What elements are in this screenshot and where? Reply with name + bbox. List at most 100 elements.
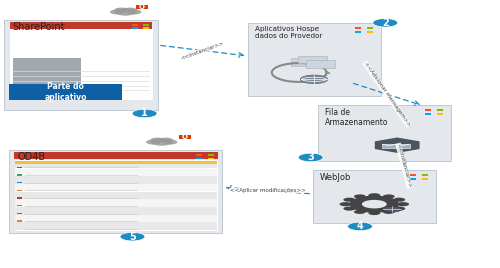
- FancyBboxPatch shape: [15, 215, 216, 222]
- Circle shape: [163, 140, 178, 144]
- Circle shape: [354, 194, 366, 199]
- FancyBboxPatch shape: [290, 58, 320, 66]
- Circle shape: [383, 210, 394, 214]
- Ellipse shape: [300, 75, 328, 84]
- Circle shape: [397, 202, 409, 206]
- Circle shape: [115, 8, 136, 16]
- Circle shape: [368, 193, 380, 197]
- Text: <<instanciar>>: <<instanciar>>: [396, 143, 412, 188]
- FancyBboxPatch shape: [248, 23, 382, 96]
- Bar: [422, 178, 428, 180]
- Bar: [367, 31, 373, 33]
- Circle shape: [354, 210, 366, 214]
- Bar: [18, 174, 22, 176]
- Circle shape: [362, 200, 386, 209]
- Bar: [18, 182, 22, 183]
- Bar: [196, 154, 202, 156]
- FancyBboxPatch shape: [298, 55, 328, 64]
- FancyBboxPatch shape: [10, 84, 122, 100]
- Bar: [18, 205, 22, 206]
- Text: <<instanciar>>: <<instanciar>>: [180, 40, 225, 61]
- Circle shape: [368, 211, 380, 215]
- FancyBboxPatch shape: [15, 199, 216, 207]
- FancyBboxPatch shape: [178, 135, 190, 139]
- Circle shape: [110, 10, 124, 14]
- Circle shape: [344, 198, 355, 202]
- FancyBboxPatch shape: [312, 170, 436, 223]
- Bar: [132, 24, 138, 26]
- Circle shape: [394, 207, 405, 211]
- Circle shape: [348, 222, 372, 231]
- Circle shape: [151, 138, 172, 146]
- FancyBboxPatch shape: [306, 60, 335, 68]
- FancyBboxPatch shape: [13, 58, 81, 84]
- FancyBboxPatch shape: [15, 184, 216, 192]
- FancyBboxPatch shape: [4, 20, 158, 110]
- Bar: [422, 174, 428, 176]
- Bar: [436, 113, 442, 115]
- Circle shape: [123, 8, 137, 13]
- Bar: [132, 28, 138, 29]
- Text: <<Aplicar modificações>>: <<Aplicar modificações>>: [230, 188, 306, 193]
- Circle shape: [383, 194, 394, 199]
- FancyBboxPatch shape: [15, 207, 216, 215]
- FancyBboxPatch shape: [15, 192, 216, 199]
- Bar: [18, 220, 22, 222]
- Text: 5: 5: [129, 232, 136, 242]
- FancyBboxPatch shape: [15, 176, 216, 184]
- Bar: [410, 174, 416, 176]
- Circle shape: [146, 140, 160, 144]
- Circle shape: [340, 202, 351, 206]
- Bar: [356, 31, 362, 33]
- Bar: [410, 178, 416, 180]
- Bar: [18, 166, 22, 168]
- Circle shape: [344, 207, 355, 211]
- FancyBboxPatch shape: [10, 26, 152, 100]
- Text: Aplicativos Hospe
dados do Provedor: Aplicativos Hospe dados do Provedor: [255, 26, 322, 39]
- Bar: [18, 213, 22, 214]
- FancyBboxPatch shape: [14, 152, 218, 159]
- Text: O: O: [182, 134, 188, 140]
- Bar: [436, 109, 442, 111]
- FancyBboxPatch shape: [15, 161, 216, 168]
- Text: 3: 3: [308, 152, 314, 162]
- Circle shape: [373, 18, 398, 27]
- Ellipse shape: [382, 206, 401, 212]
- Text: 2: 2: [382, 18, 388, 28]
- Text: 4: 4: [356, 221, 364, 231]
- Text: Parte do
aplicativo: Parte do aplicativo: [44, 82, 87, 102]
- Text: SharePoint: SharePoint: [12, 22, 65, 32]
- FancyBboxPatch shape: [15, 161, 216, 165]
- FancyBboxPatch shape: [14, 159, 218, 231]
- Text: <<Adicionar mensagem>>: <<Adicionar mensagem>>: [363, 61, 411, 127]
- Circle shape: [114, 8, 128, 13]
- Text: OD4B: OD4B: [18, 152, 46, 162]
- FancyBboxPatch shape: [10, 150, 222, 233]
- Circle shape: [150, 137, 164, 143]
- FancyBboxPatch shape: [10, 22, 152, 29]
- Text: WebJob: WebJob: [320, 173, 351, 182]
- Text: Fila de
Armazenamento: Fila de Armazenamento: [324, 108, 388, 127]
- Circle shape: [127, 10, 142, 14]
- FancyBboxPatch shape: [15, 222, 216, 230]
- Circle shape: [350, 196, 399, 213]
- FancyBboxPatch shape: [396, 144, 409, 148]
- Text: 1: 1: [141, 109, 148, 118]
- Circle shape: [298, 153, 323, 162]
- Circle shape: [159, 137, 173, 143]
- Circle shape: [120, 232, 145, 241]
- Bar: [18, 197, 22, 199]
- Bar: [18, 190, 22, 191]
- Bar: [208, 154, 214, 156]
- FancyBboxPatch shape: [382, 144, 396, 148]
- FancyBboxPatch shape: [15, 169, 216, 176]
- Polygon shape: [375, 137, 420, 153]
- Bar: [196, 158, 202, 159]
- Text: O: O: [139, 4, 145, 10]
- Bar: [356, 27, 362, 29]
- Circle shape: [394, 198, 405, 202]
- FancyBboxPatch shape: [318, 105, 451, 161]
- Bar: [143, 28, 149, 29]
- Bar: [367, 27, 373, 29]
- Circle shape: [132, 109, 157, 118]
